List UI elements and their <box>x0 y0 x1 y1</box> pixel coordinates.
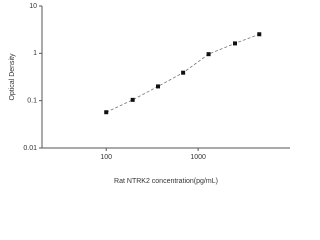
y-tick-label: 1 <box>33 50 37 57</box>
y-tick-label: 0.01 <box>23 145 37 152</box>
point <box>104 110 109 115</box>
point <box>130 97 135 102</box>
point <box>232 41 237 46</box>
x-tick-label: 1000 <box>190 154 206 161</box>
point <box>257 32 262 37</box>
axes <box>41 6 290 149</box>
y-tick-label: 0.1 <box>27 98 37 105</box>
x-axis-title: Rat NTRK2 concentration(pg/mL) <box>114 178 218 185</box>
chart: Optical Density Rat NTRK2 concentration(… <box>9 3 290 185</box>
point <box>206 52 211 57</box>
y-axis-title: Optical Density <box>9 53 16 101</box>
point <box>181 70 186 75</box>
point <box>156 84 161 89</box>
y-tick-label: 10 <box>29 3 37 10</box>
x-tick-label: 100 <box>100 154 112 161</box>
